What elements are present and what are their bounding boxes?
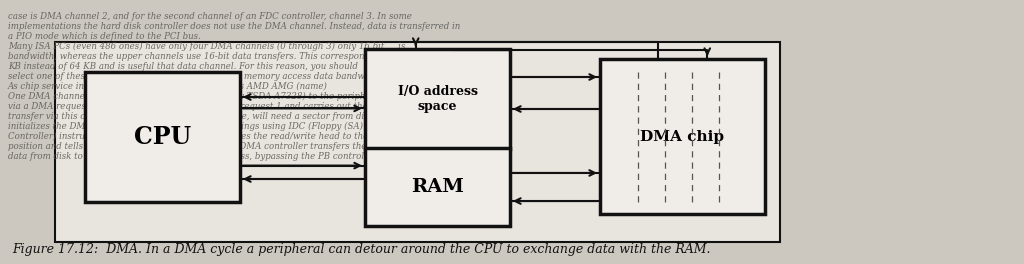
Text: bandwidth, whereas the upper channels use 16-bit data transfers. This correspond: bandwidth, whereas the upper channels us…	[8, 52, 470, 61]
Text: Controller) instruction. The floppy FD controller moves the read/write head to t: Controller) instruction. The floppy FD c…	[8, 132, 410, 141]
Bar	[55, 42, 780, 242]
Text: via a DMA request signal, the DMA chip responds in request 1 and carries out the: via a DMA request signal, the DMA chip r…	[8, 102, 368, 111]
Bar	[365, 49, 510, 149]
Text: Many ISA PCs (even 486 ones) have only four DMA channels (0 through 3) only 16 b: Many ISA PCs (even 486 ones) have only f…	[8, 42, 406, 51]
Bar	[85, 72, 240, 202]
Text: select one of these upper channels to get good direct memory access data bandwid: select one of these upper channels to ge…	[8, 72, 385, 81]
Text: DMA chip: DMA chip	[640, 130, 725, 144]
Text: position and tells the read heads unit. Therefore the DMA controller transfers t: position and tells the read heads unit. …	[8, 142, 367, 151]
Text: implementations the hard disk controller does not use the DMA channel. Instead, : implementations the hard disk controller…	[8, 22, 460, 31]
Text: CPU: CPU	[134, 125, 191, 149]
Text: a PIO mode which is defined to the PCI bus.: a PIO mode which is defined to the PCI b…	[8, 32, 201, 41]
Text: One DMA channel is activated by the peripherals (say TSDA A7328) to the peripher: One DMA channel is activated by the peri…	[8, 92, 408, 101]
Text: RAM: RAM	[411, 178, 464, 196]
Text: transfer via this channel. The peripherals, for example, will need a sector from: transfer via this channel. The periphera…	[8, 112, 416, 121]
Text: Figure 17.12:  DMA. In a DMA cycle a peripheral can detour around the CPU to exc: Figure 17.12: DMA. In a DMA cycle a peri…	[12, 243, 711, 256]
Text: initializes the DMA controller with appropriate    settings using IDC (Floppy (S: initializes the DMA controller with appr…	[8, 122, 362, 131]
Text: data from disk to the RAM by means of memory access, bypassing the PB controller: data from disk to the RAM by means of me…	[8, 152, 421, 161]
Bar	[600, 59, 765, 214]
Bar	[365, 148, 510, 226]
Text: KB instead of 64 KB and is useful that data channel. For this reason, you should: KB instead of 64 KB and is useful that d…	[8, 62, 394, 71]
Text: I/O address
space: I/O address space	[397, 85, 477, 113]
Text: case is DMA channel 2, and for the second channel of an FDC controller, channel : case is DMA channel 2, and for the secon…	[8, 12, 412, 21]
Text: As chip service in DMA operation, AMD manufactures AMD AMG (name): As chip service in DMA operation, AMD ma…	[8, 82, 328, 91]
